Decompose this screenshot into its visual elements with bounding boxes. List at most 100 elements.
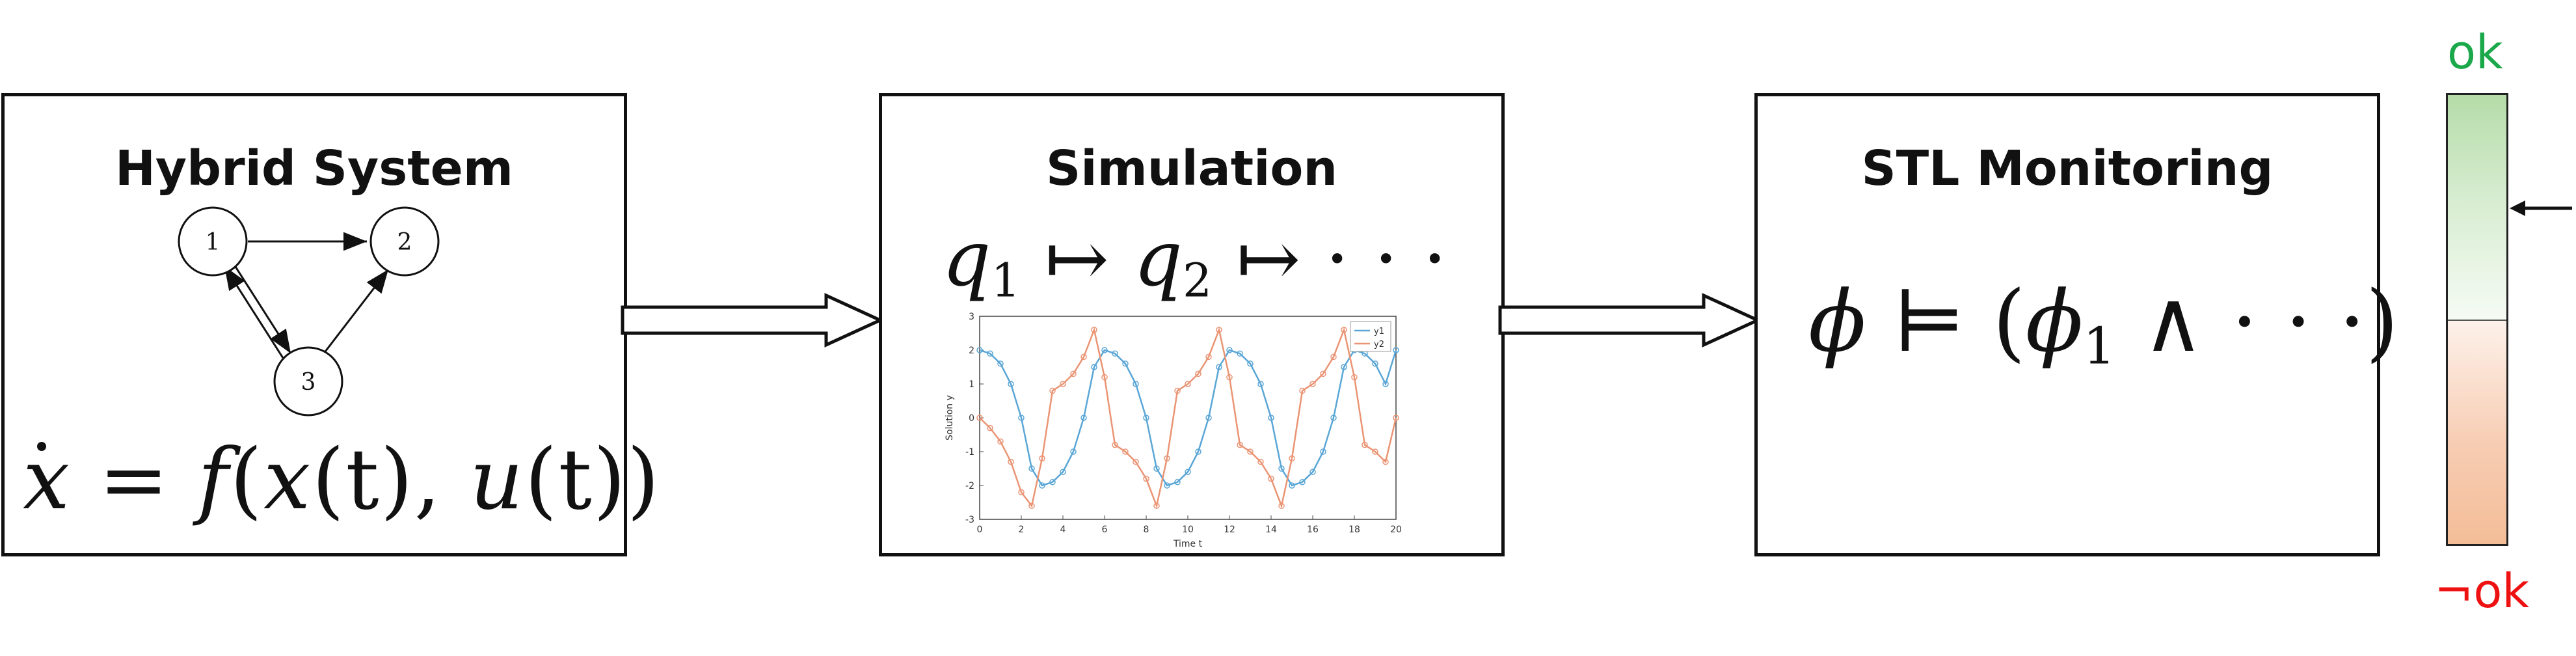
x-tick-label: 6 (1102, 525, 1108, 535)
legend-label-y1: y1 (1374, 327, 1384, 336)
stl-monitoring-title: STL Monitoring (1861, 141, 2274, 197)
data-point-y2 (976, 415, 983, 421)
data-point-y2 (1351, 374, 1358, 381)
run-q1-sub: 1 (991, 253, 1021, 308)
run-formula: q1 ↦ q2 ↦ · · · (942, 213, 1447, 308)
data-point-y2 (1341, 327, 1347, 333)
data-point-y1 (1018, 415, 1025, 421)
formula-comma: , (414, 431, 442, 528)
data-point-y2 (997, 438, 1004, 445)
data-point-y1 (997, 361, 1004, 367)
hybrid-system-box: Hybrid System 1 2 3 x = f(x(t), u(t)) (1, 93, 660, 556)
y-tick-label: 0 (969, 413, 974, 424)
formula-rp: ) (626, 431, 661, 528)
data-point-y2 (1112, 441, 1118, 448)
data-point-y2 (1257, 458, 1264, 465)
data-point-y2 (1372, 448, 1378, 455)
data-point-y1 (1070, 448, 1077, 455)
data-point-y1 (1185, 469, 1191, 475)
data-point-y1 (1268, 415, 1274, 421)
data-point-y1 (1101, 347, 1108, 353)
run-q1: q (942, 213, 991, 303)
data-point-y1 (1247, 361, 1254, 367)
data-point-y2 (1070, 370, 1077, 377)
series-line-y1 (979, 349, 1397, 487)
stl-models: ⊨ (1892, 272, 1966, 371)
x-tick-label: 12 (1224, 525, 1235, 535)
data-point-y2 (1237, 441, 1243, 448)
node-2 (369, 206, 440, 277)
stl-rp: ) (2365, 272, 2399, 371)
data-point-y2 (1289, 455, 1295, 462)
flow-arrow-1 (621, 293, 885, 348)
data-point-y1 (1330, 415, 1337, 421)
node-1-label: 1 (206, 229, 221, 256)
data-point-y2 (1309, 381, 1316, 387)
data-point-y2 (1393, 415, 1399, 421)
data-point-y2 (1039, 455, 1045, 462)
data-point-y1 (1257, 381, 1264, 387)
data-point-y2 (1185, 381, 1191, 387)
data-point-y2 (1195, 370, 1201, 377)
data-point-y1 (1060, 469, 1066, 475)
stl-and: ∧ (2142, 272, 2205, 371)
stl-monitoring-box: STL Monitoring ϕ ⊨ (ϕ1 ∧ · · ·) (1754, 93, 2398, 556)
data-point-y1 (1382, 381, 1389, 387)
formula-x-dot: x (23, 431, 72, 528)
run-mapsto-2: ↦ (1236, 213, 1301, 303)
data-point-y1 (1174, 479, 1181, 485)
data-point-y1 (1393, 347, 1399, 353)
data-point-y2 (1008, 458, 1014, 465)
node-3 (273, 346, 343, 417)
series-line-y2 (979, 327, 1397, 509)
x-tick-label: 4 (1060, 525, 1066, 535)
x-tick-label: 14 (1265, 525, 1277, 535)
data-point-y2 (1080, 353, 1087, 361)
data-point-y2 (1133, 458, 1139, 465)
node-1 (178, 206, 248, 277)
data-point-y2 (1164, 455, 1170, 462)
stl-phi1: ϕ (2025, 272, 2084, 371)
data-point-y2 (1268, 475, 1274, 482)
data-point-y1 (976, 347, 983, 353)
y-tick-label: 2 (969, 346, 974, 356)
data-point-y1 (1143, 415, 1149, 421)
data-point-y1 (1195, 448, 1201, 455)
data-point-y2 (1330, 353, 1337, 361)
data-point-y1 (1091, 364, 1097, 370)
stl-dots: · · · (2231, 272, 2366, 371)
data-point-y1 (1320, 448, 1326, 455)
x-axis-label: Time t (1173, 539, 1203, 549)
simulation-box: Simulation q1 ↦ q2 ↦ · · · 0 2 4 6 8 10 12 14 16… (879, 93, 1505, 556)
data-point-y2 (1174, 387, 1181, 394)
verdict-bar-divider (2448, 320, 2506, 321)
dynamics-formula: x = f(x(t), u(t)) (23, 431, 661, 528)
edge-1-3 (231, 261, 292, 354)
data-point-y1 (1153, 465, 1160, 472)
run-mapsto-1: ↦ (1045, 213, 1109, 303)
node-2-label: 2 (397, 229, 412, 256)
data-point-y1 (1216, 364, 1222, 370)
data-point-y2 (1101, 374, 1108, 381)
y-tick-label: -1 (965, 447, 974, 458)
verdict-bar-notok-region (2448, 321, 2506, 544)
data-point-y1 (1039, 482, 1045, 489)
data-point-y2 (1382, 458, 1389, 465)
data-point-y2 (1143, 475, 1149, 482)
data-point-y2 (1278, 502, 1285, 509)
data-point-y2 (1091, 327, 1097, 333)
node-3-label: 3 (301, 369, 316, 396)
edge-3-2 (322, 269, 390, 355)
ok-label: ok (2447, 25, 2503, 79)
simulation-title: Simulation (1045, 141, 1337, 197)
data-point-y2 (1299, 387, 1306, 394)
y-tick-label: -3 (965, 515, 974, 525)
data-point-y1 (1372, 361, 1378, 367)
data-point-y2 (1205, 353, 1212, 361)
verdict-pointer-arrow (2510, 200, 2572, 216)
run-dots: · · · (1325, 213, 1447, 303)
stl-lp: ( (1992, 272, 2026, 371)
data-point-y2 (1362, 441, 1368, 448)
verdict-bar-ok-region (2448, 95, 2506, 320)
